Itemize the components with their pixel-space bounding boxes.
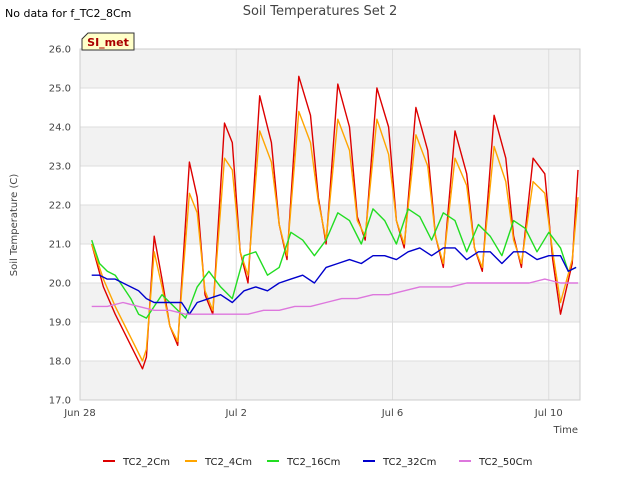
legend: TC2_2Cm TC2_4Cm TC2_16Cm TC2_32Cm TC2_50Cm [103, 457, 532, 468]
y-tick-label: 24.0 [49, 123, 71, 134]
y-tick-label: 25.0 [49, 84, 71, 95]
y-tick-label: 23.0 [49, 162, 71, 173]
y-tick-label: 21.0 [49, 240, 71, 251]
background-band [80, 361, 580, 400]
y-tick-label: 17.0 [49, 396, 71, 407]
x-axis-label: Time [553, 425, 578, 436]
y-tick-label: 18.0 [49, 357, 71, 368]
legend-label: TC2_16Cm [286, 457, 340, 468]
y-tick-label: 22.0 [49, 201, 71, 212]
plot-frame [79, 48, 581, 401]
site-badge-label: SI_met [87, 36, 129, 49]
x-tick-label: Jul 10 [534, 408, 563, 419]
x-tick-label: Jul 2 [224, 408, 247, 419]
background-band [80, 205, 580, 244]
site-badge-shape [81, 32, 135, 51]
series-line-tc2-2cm [91, 75, 579, 370]
series-layer [91, 75, 579, 370]
series-line-tc2-4cm [91, 110, 579, 362]
x-tick-label: Jun 28 [63, 408, 96, 419]
legend-label: TC2_50Cm [478, 457, 532, 468]
x-axis-ticks: Jun 28 Jul 2 Jul 6 Jul 10 [63, 408, 563, 419]
legend-label: TC2_2Cm [122, 457, 170, 468]
site-badge: SI_met [81, 32, 135, 51]
series-line-tc2-32cm [91, 247, 577, 315]
y-axis-label: Soil Temperature (C) [9, 174, 20, 277]
x-tick-label: Jul 6 [381, 408, 404, 419]
legend-label: TC2_32Cm [382, 457, 436, 468]
y-axis-ticks: 17.0 18.0 19.0 20.0 21.0 22.0 23.0 24.0 25.0 26.0 [49, 45, 71, 407]
series-line-tc2-50cm [91, 278, 578, 315]
y-tick-label: 26.0 [49, 45, 71, 56]
no-data-note: No data for f_TC2_8Cm [5, 7, 132, 20]
legend-label: TC2_4Cm [204, 457, 252, 468]
chart-title: Soil Temperatures Set 2 [243, 4, 398, 19]
background-bands [80, 49, 580, 400]
y-tick-label: 20.0 [49, 279, 71, 290]
background-band [80, 127, 580, 166]
y-tick-label: 19.0 [49, 318, 71, 329]
background-band [80, 49, 580, 88]
